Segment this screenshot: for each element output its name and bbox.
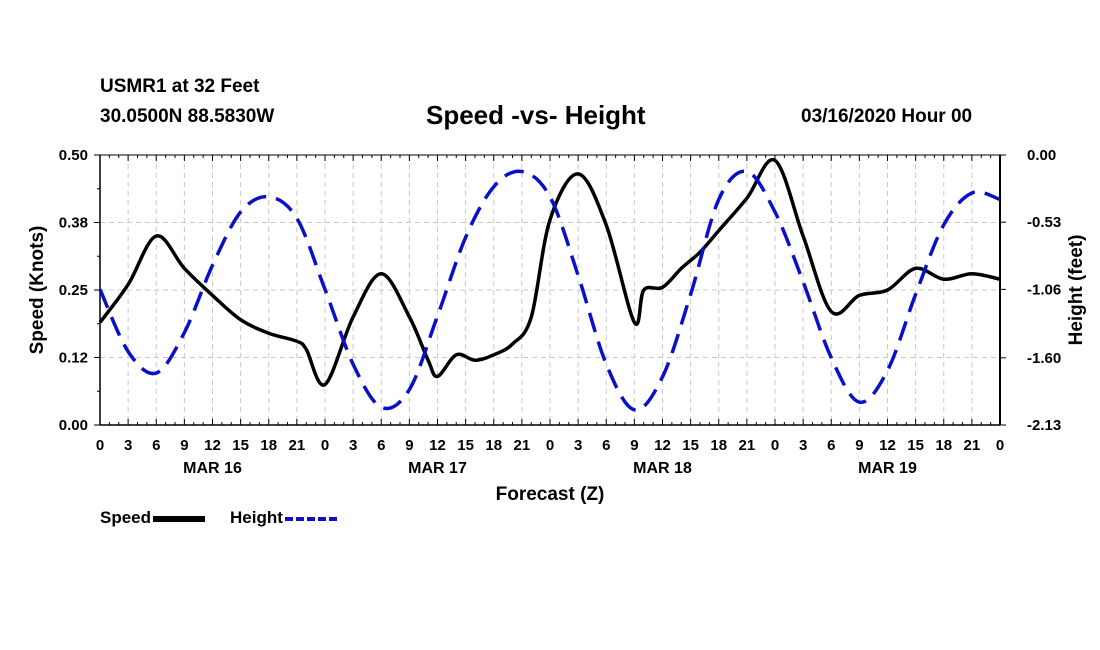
x-tick-label: 9 <box>180 437 188 454</box>
x-tick-label: 21 <box>289 437 306 454</box>
legend-height-swatch <box>284 516 337 521</box>
series-line-speed <box>98 157 1001 387</box>
x-tick-label: 15 <box>457 437 474 454</box>
station-label: USMR1 at 32 Feet <box>100 76 260 97</box>
y-tick-label-right: -1.60 <box>1027 350 1061 367</box>
x-tick-label: 18 <box>485 437 502 454</box>
x-tick-label: 3 <box>799 437 807 454</box>
y-tick-label-left: 0.25 <box>59 282 88 299</box>
axis-labels: 0 3 6 9 12 15 18 21 0 3 6 9 12 15 18 21 0 3 6 9 12 15 18 21 0 3 6 9… <box>27 147 1087 505</box>
legend-height: Height <box>230 508 337 528</box>
x-tick-label: 6 <box>377 437 385 454</box>
x-tick-label: 6 <box>827 437 835 454</box>
x-tick-label: 0 <box>546 437 554 454</box>
day-label: MAR 18 <box>633 460 692 477</box>
y-axis-title-left: Speed (Knots) <box>27 226 48 355</box>
x-axis-title: Forecast (Z) <box>496 484 605 505</box>
x-tick-label: 12 <box>654 437 671 454</box>
chart-title: Speed -vs- Height <box>426 100 646 130</box>
y-tick-label-left: 0.38 <box>59 215 88 232</box>
y-tick-label-left: 0.50 <box>59 147 88 164</box>
x-tick-label: 0 <box>996 437 1004 454</box>
grid <box>100 155 1000 425</box>
y-tick-label-left: 0.00 <box>59 417 88 434</box>
x-tick-label: 0 <box>771 437 779 454</box>
x-tick-label: 9 <box>405 437 413 454</box>
series <box>98 157 1001 412</box>
coordinates-label: 30.0500N 88.5830W <box>100 106 275 127</box>
x-tick-label: 15 <box>907 437 924 454</box>
x-tick-label: 12 <box>429 437 446 454</box>
x-tick-label: 6 <box>602 437 610 454</box>
y-tick-label-right: -1.06 <box>1027 281 1061 298</box>
x-tick-label: 3 <box>349 437 357 454</box>
x-tick-label: 6 <box>152 437 160 454</box>
x-tick-label: 18 <box>935 437 952 454</box>
x-tick-label: 21 <box>739 437 756 454</box>
x-tick-label: 21 <box>514 437 531 454</box>
x-tick-label: 15 <box>232 437 249 454</box>
x-tick-label: 12 <box>204 437 221 454</box>
y-tick-label-right: -2.13 <box>1027 417 1061 434</box>
day-label: MAR 17 <box>408 460 467 477</box>
y-tick-label-left: 0.12 <box>59 350 88 367</box>
y-tick-label-right: -0.53 <box>1027 214 1061 231</box>
x-tick-label: 18 <box>710 437 727 454</box>
x-tick-label: 0 <box>321 437 329 454</box>
y-tick-label-right: 0.00 <box>1027 147 1056 164</box>
x-tick-label: 0 <box>96 437 104 454</box>
x-tick-label: 21 <box>964 437 981 454</box>
x-tick-label: 9 <box>855 437 863 454</box>
x-tick-label: 3 <box>574 437 582 454</box>
day-label: MAR 16 <box>183 460 242 477</box>
series-line-height <box>98 169 1001 412</box>
y-axis-title-right: Height (feet) <box>1066 235 1087 346</box>
x-tick-label: 18 <box>260 437 277 454</box>
forecast-date-label: 03/16/2020 Hour 00 <box>801 106 973 127</box>
legend-speed-swatch <box>153 515 206 522</box>
legend-speed: Speed <box>100 508 206 528</box>
day-label: MAR 19 <box>858 460 917 477</box>
legend-speed-label: Speed <box>100 508 152 527</box>
x-tick-label: 15 <box>682 437 699 454</box>
x-tick-label: 3 <box>124 437 132 454</box>
legend-height-label: Height <box>230 508 283 527</box>
axes <box>94 154 1006 426</box>
x-tick-label: 9 <box>630 437 638 454</box>
x-tick-label: 12 <box>879 437 896 454</box>
